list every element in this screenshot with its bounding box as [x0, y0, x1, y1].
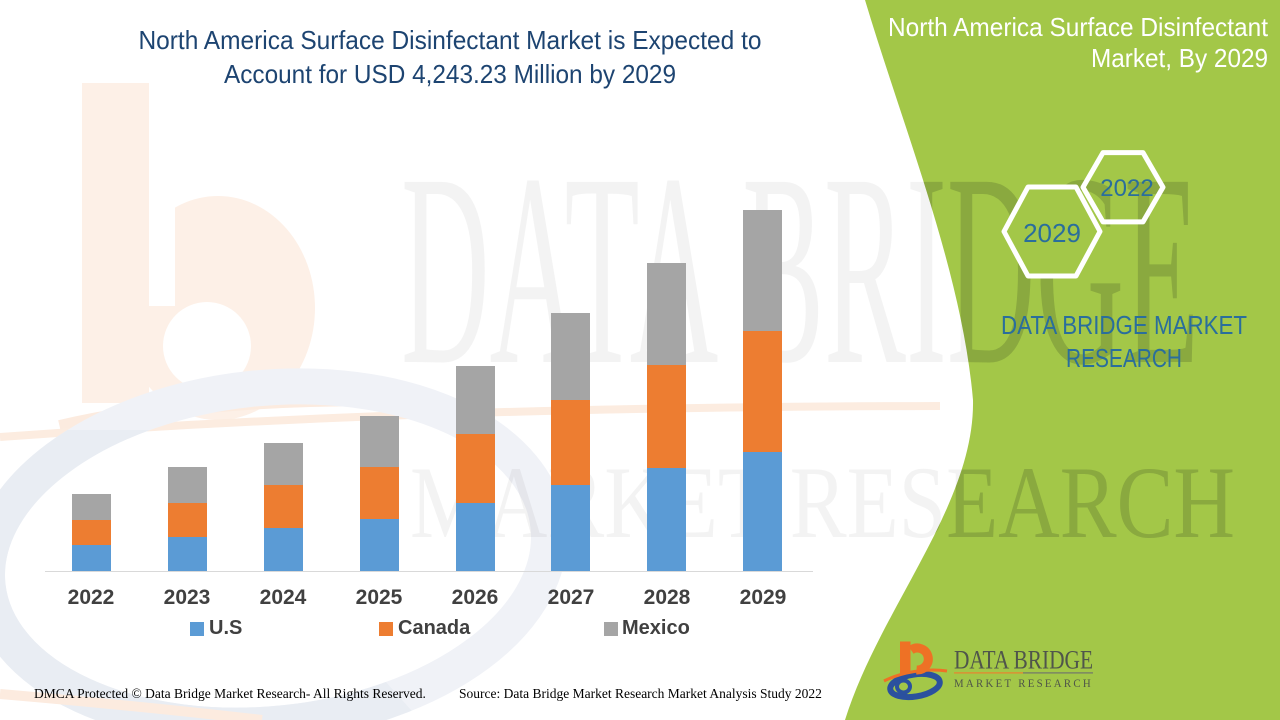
- svg-text:Account for USD 4,243.23 Milli: Account for USD 4,243.23 Million by 2029: [224, 59, 676, 89]
- svg-text:North America Surface Disinfec: North America Surface Disinfectant Marke…: [139, 25, 762, 55]
- svg-text:MARKET RESEARCH: MARKET RESEARCH: [954, 678, 1093, 690]
- svg-text:DATA BRIDGE MARKET: DATA BRIDGE MARKET: [1001, 310, 1247, 340]
- svg-text:2022: 2022: [1100, 175, 1153, 202]
- svg-text:RESEARCH: RESEARCH: [1066, 343, 1182, 373]
- svg-text:DATA BRIDGE: DATA BRIDGE: [954, 646, 1093, 675]
- svg-text:North America Surface Disinfec: North America Surface Disinfectant: [888, 12, 1269, 42]
- svg-text:Market, By 2029: Market, By 2029: [1091, 43, 1268, 73]
- svg-text:MARKET RESEARCH: MARKET RESEARCH: [410, 446, 1235, 560]
- svg-text:2029: 2029: [1023, 218, 1081, 248]
